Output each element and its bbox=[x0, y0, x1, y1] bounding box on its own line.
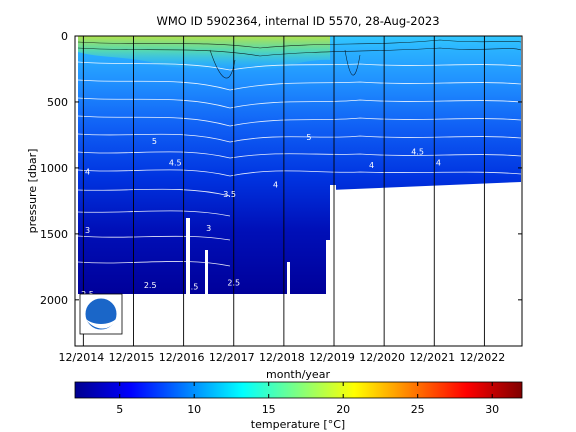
contour-label: 4.5 bbox=[169, 158, 182, 167]
colorbar-ticks: 5 10 15 20 25 30 bbox=[116, 382, 499, 416]
chart-title: WMO ID 5902364, internal ID 5570, 28-Aug… bbox=[156, 14, 439, 28]
isotherm-contours bbox=[77, 61, 522, 267]
contour-label: 4.5 bbox=[411, 148, 424, 157]
y-tick-label: 1500 bbox=[40, 228, 68, 241]
x-tick-label: 12/2014 bbox=[59, 351, 105, 364]
y-tick-label: 500 bbox=[47, 96, 68, 109]
contour-label: 2.5 bbox=[186, 282, 199, 291]
y-tick-label: 0 bbox=[61, 30, 68, 43]
x-tick-label: 12/2021 bbox=[409, 351, 455, 364]
x-tick-label: 12/2016 bbox=[159, 351, 205, 364]
data-gap bbox=[205, 250, 208, 294]
x-tick-label: 12/2017 bbox=[209, 351, 255, 364]
colorbar-tick-label: 10 bbox=[187, 403, 201, 416]
y-tick-label: 2000 bbox=[40, 294, 68, 307]
contour-label: 5 bbox=[152, 137, 157, 146]
contour-label: 3 bbox=[85, 226, 90, 235]
contour-label: 4 bbox=[85, 168, 90, 177]
contour-label: 5 bbox=[306, 133, 311, 142]
colorbar bbox=[74, 381, 523, 399]
contour-label: 4 bbox=[369, 161, 374, 170]
contour-label: 4 bbox=[273, 181, 278, 190]
x-tick-label: 12/2019 bbox=[309, 351, 355, 364]
data-gap bbox=[330, 185, 336, 295]
colorbar-tick-label: 20 bbox=[336, 403, 350, 416]
colorbar-tick-label: 15 bbox=[262, 403, 276, 416]
y-axis-label: pressure [dbar] bbox=[26, 149, 39, 234]
contour-label: 3 bbox=[206, 224, 211, 233]
colorbar-tick-label: 30 bbox=[485, 403, 499, 416]
contour-label: 2.5 bbox=[144, 281, 157, 290]
x-tick-label: 12/2018 bbox=[259, 351, 305, 364]
x-axis-label: month/year bbox=[266, 368, 330, 381]
colorbar-tick-label: 25 bbox=[411, 403, 425, 416]
plot-area bbox=[75, 36, 522, 346]
surface-warm-layer bbox=[78, 36, 330, 71]
x-tick-label: 12/2020 bbox=[359, 351, 405, 364]
surface-contours bbox=[77, 39, 522, 79]
x-axis: 12/2014 12/2015 12/2016 12/2017 12/2018 12/20… bbox=[59, 351, 506, 364]
x-tick-label: 12/2022 bbox=[460, 351, 506, 364]
colorbar-tick-label: 5 bbox=[116, 403, 123, 416]
x-tick-label: 12/2015 bbox=[109, 351, 155, 364]
noaa-logo bbox=[79, 293, 123, 335]
y-tick-label: 1000 bbox=[40, 162, 68, 175]
contour-label: 4 bbox=[436, 158, 441, 167]
contour-label: 2.5 bbox=[227, 278, 240, 287]
y-axis: 0 500 1000 1500 2000 bbox=[40, 30, 522, 307]
data-gap bbox=[186, 218, 190, 294]
data-gap bbox=[287, 262, 290, 294]
contour-label: 3.5 bbox=[223, 190, 236, 199]
plot-frame bbox=[74, 35, 523, 347]
colorbar-label: temperature [°C] bbox=[251, 418, 345, 431]
